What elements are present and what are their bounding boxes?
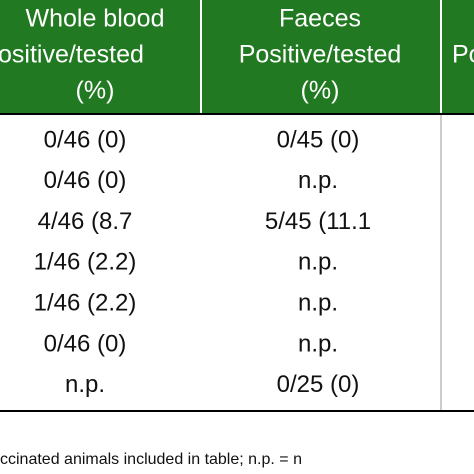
column-header: Faeces <box>279 5 361 33</box>
column-header: ositive/tested <box>0 41 144 69</box>
footnote: ccinated animals included in table; n.p.… <box>0 451 302 468</box>
header-background <box>0 0 474 113</box>
table-cell: 0/45 (0) <box>277 126 360 153</box>
column-header: (%) <box>76 77 115 105</box>
table-cell: 5/45 (11.1 <box>265 208 371 235</box>
table-cell: n.p. <box>298 290 338 317</box>
table-cell: 1/46 (2.2) <box>34 290 137 317</box>
column-header: (%) <box>301 77 340 105</box>
column-header: Po <box>452 41 474 69</box>
table-cell: 0/46 (0) <box>44 126 127 153</box>
table-cell: 0/46 (0) <box>44 330 127 357</box>
table-cell: n.p. <box>65 371 105 398</box>
table-cell: 0/46 (0) <box>44 167 127 194</box>
column-header: Positive/tested <box>239 41 402 69</box>
table-cell: n.p. <box>298 330 338 357</box>
table-cell: 4/46 (8.7 <box>38 208 133 235</box>
table-cell: 1/46 (2.2) <box>34 249 137 276</box>
column-header: Whole blood <box>26 5 165 33</box>
table-cell: 0/25 (0) <box>277 371 360 398</box>
table-cell: n.p. <box>298 249 338 276</box>
table-cell: n.p. <box>298 167 338 194</box>
